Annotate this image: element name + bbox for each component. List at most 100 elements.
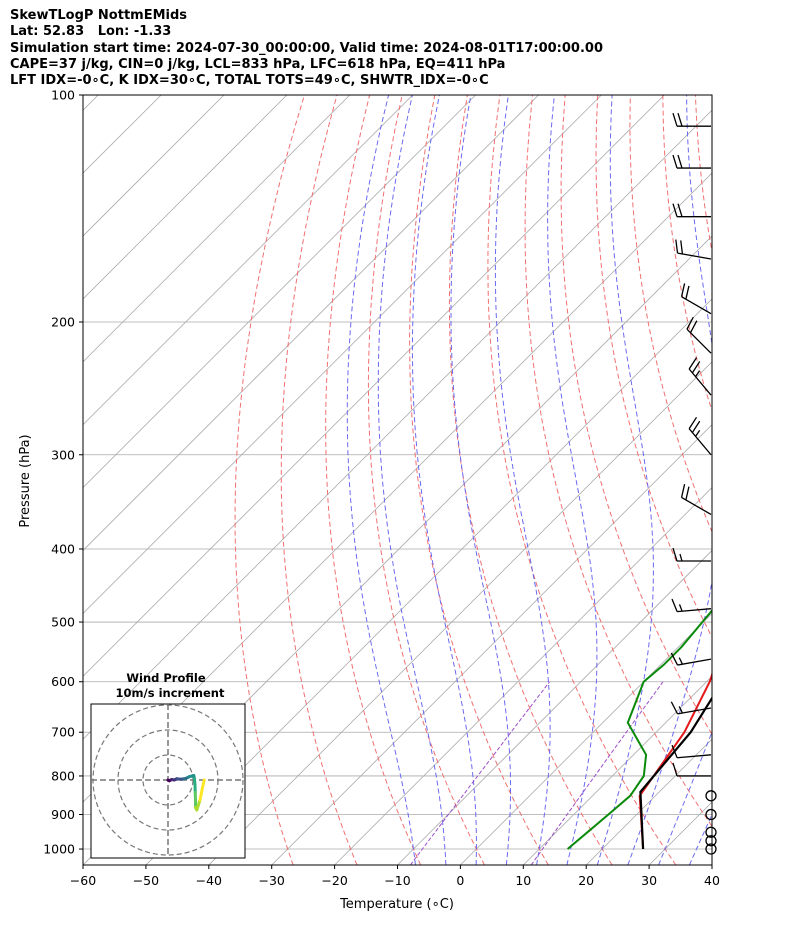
wind-barb: [672, 762, 711, 777]
wind-barb-flag: [672, 154, 678, 169]
hodograph-trace-segment: [195, 798, 202, 812]
wind-barb: [675, 239, 712, 260]
moist-adiabat-line: [346, 95, 416, 865]
dry-adiabat-line: [595, 95, 712, 639]
x-tick-label: 0: [456, 873, 464, 888]
wind-barb-flag: [672, 113, 678, 127]
isotherm-line: [648, 801, 712, 865]
wind-barb: [672, 113, 711, 127]
x-tick-label: −20: [321, 873, 347, 888]
mixing-ratio-line: [530, 681, 664, 865]
wind-barb: [672, 203, 711, 218]
dry-adiabat-line: [524, 95, 712, 828]
dry-adiabat-line: [662, 95, 712, 413]
wind-barb-half-flag: [678, 604, 683, 612]
chart-header: SkewTLogP NottmEMids Lat: 52.83 Lon: -1.3…: [10, 8, 603, 89]
hodograph-plot: [91, 704, 245, 858]
moist-adiabat-line: [596, 95, 654, 865]
calm-wind-circle: [705, 808, 717, 821]
wind-barb-half-flag: [679, 553, 683, 562]
x-tick-label: −40: [196, 873, 222, 888]
wind-barb-flag: [686, 316, 694, 330]
y-tick-label: 500: [51, 615, 75, 630]
y-tick-label: 300: [51, 447, 75, 462]
dry-adiabat-line: [325, 95, 422, 865]
wind-barb-flag: [672, 203, 678, 217]
isotherm-line: [83, 95, 225, 237]
wind-barb-flag: [672, 762, 678, 777]
isotherm-line: [208, 361, 712, 865]
temperature-line: [638, 671, 712, 850]
wind-barb-flag: [677, 154, 683, 169]
dry-adiabat-line: [280, 95, 358, 865]
station-title: SkewTLogP NottmEMids: [10, 8, 188, 23]
x-tick-label: −30: [259, 873, 285, 888]
calm-wind-circle: [705, 826, 717, 838]
cape-line: CAPE=37 j/kg, CIN=0 j/kg, LCL=833 hPa, L…: [10, 56, 506, 72]
isotherm-line: [83, 95, 288, 300]
wind-barb-half-flag: [678, 706, 684, 714]
dewpoint-line: [566, 609, 712, 850]
wind-barb-flag: [677, 203, 683, 217]
isotherm-line: [83, 95, 413, 426]
wind-barb: [671, 598, 712, 613]
isotherm-line: [711, 864, 712, 865]
hodograph-trace-segment: [198, 786, 204, 802]
wind-barb: [670, 652, 712, 666]
wind-barb-staff: [686, 328, 712, 354]
wind-barb-flag: [670, 701, 679, 715]
dry-adiabat-line: [694, 95, 712, 255]
x-tick-label: −60: [70, 873, 96, 888]
wind-barb-flag: [685, 486, 690, 501]
wind-barb-staff: [677, 754, 712, 759]
isotherm-line: [145, 298, 712, 865]
hodograph-trace-segment: [201, 778, 206, 789]
wind-barb-flag: [680, 484, 686, 498]
wind-barb: [670, 701, 712, 715]
hodograph-subtitle: 10m/s increment: [116, 686, 225, 700]
moist-adiabat-line: [547, 95, 598, 865]
wind-barb: [680, 484, 712, 516]
wind-barb-flag: [685, 285, 690, 300]
simulation-time-line: Simulation start time: 2024-07-30_00:00:…: [10, 40, 603, 56]
isotherm-line: [83, 95, 351, 363]
wind-barb-staff: [681, 296, 712, 315]
parcel-path-line: [639, 696, 712, 850]
isotherm-line: [334, 487, 712, 865]
wind-barb-staff: [688, 428, 712, 456]
isotherm-line: [397, 549, 712, 865]
wind-barb-half-flag: [678, 657, 684, 665]
indices-line: LFT IDX=-0∘C, K IDX=30∘C, TOTAL TOTS=49∘…: [10, 73, 489, 89]
wind-barb-staff: [681, 496, 712, 516]
wind-barb-flag: [688, 357, 698, 370]
y-tick-label: 200: [51, 314, 75, 329]
wind-barb-flag: [680, 283, 686, 297]
y-tick-label: 600: [51, 674, 75, 689]
isotherm-line: [775, 95, 794, 865]
dry-adiabat-line: [487, 95, 677, 865]
y-tick-label: 400: [51, 541, 75, 556]
wind-barb-flag: [689, 320, 698, 333]
y-tick-label: 1000: [43, 842, 75, 857]
wind-barb-staff: [688, 368, 712, 396]
wind-barb-flag: [672, 547, 678, 562]
dry-adiabat-line: [560, 95, 712, 736]
wind-barb: [688, 416, 712, 456]
wind-barb-flag: [691, 361, 701, 374]
wind-barb-half-flag: [695, 370, 701, 378]
dry-adiabat-line: [367, 95, 485, 865]
isotherm-line: [83, 95, 476, 489]
dry-adiabat-line: [234, 95, 305, 865]
x-tick-label: 30: [641, 873, 657, 888]
calm-wind-circle: [705, 843, 717, 855]
moist-adiabat-line: [658, 730, 712, 865]
moist-adiabat-line: [450, 95, 511, 865]
wind-barb-flag: [671, 744, 678, 759]
wind-barb: [672, 154, 711, 169]
x-axis-label: Temperature (∘C): [339, 897, 454, 912]
isotherm-line: [585, 738, 712, 865]
wind-barb: [671, 744, 712, 759]
isotherm-line: [460, 612, 712, 865]
y-axis-label: Pressure (hPa): [18, 434, 33, 527]
